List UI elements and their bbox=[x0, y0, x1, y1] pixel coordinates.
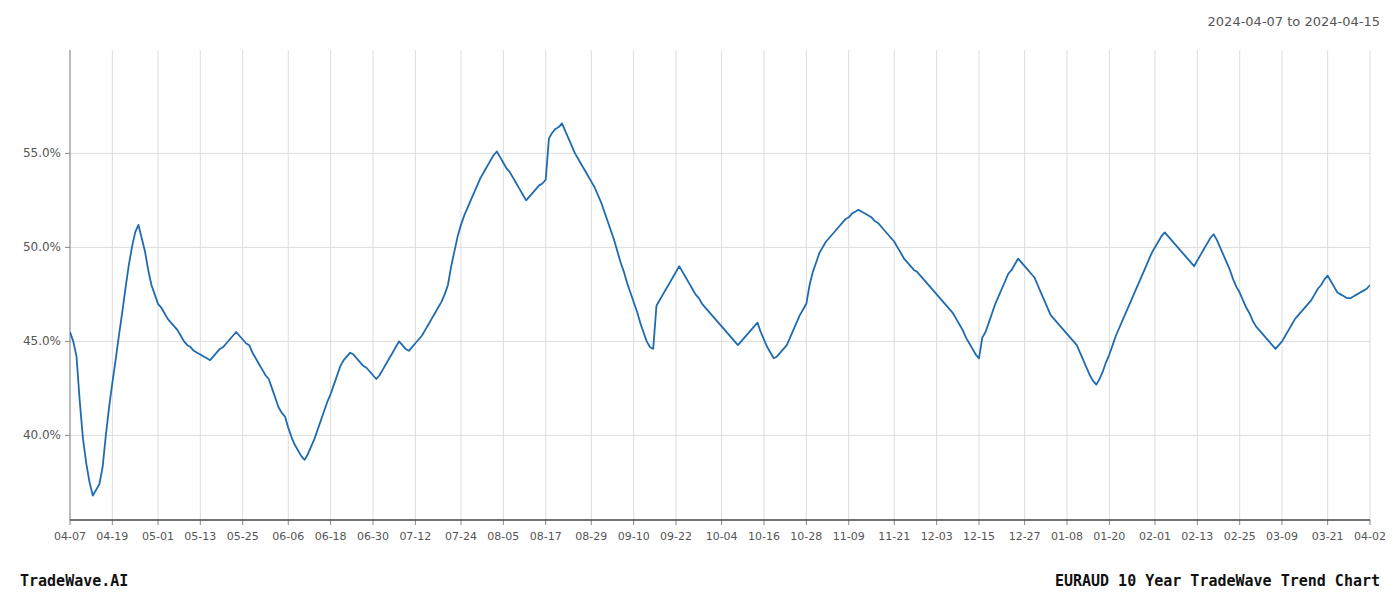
line bbox=[70, 123, 1370, 495]
x-grid-line bbox=[373, 50, 374, 520]
x-axis-line bbox=[70, 519, 1370, 521]
x-grid-line bbox=[633, 50, 634, 520]
x-tick-label: 05-01 bbox=[142, 530, 174, 543]
x-tick-label: 10-16 bbox=[748, 530, 780, 543]
x-tick-label: 04-07 bbox=[54, 530, 86, 543]
x-tick-label: 08-29 bbox=[575, 530, 607, 543]
x-tick-label: 12-03 bbox=[921, 530, 953, 543]
x-grid-line bbox=[503, 50, 504, 520]
y-tick bbox=[65, 435, 70, 436]
y-tick bbox=[65, 153, 70, 154]
y-tick-label: 55.0% bbox=[23, 146, 61, 160]
x-tick-label: 05-13 bbox=[184, 530, 216, 543]
y-tick bbox=[65, 341, 70, 342]
x-grid-line bbox=[288, 50, 289, 520]
x-tick-label: 12-15 bbox=[963, 530, 995, 543]
x-tick-label: 01-20 bbox=[1093, 530, 1125, 543]
x-grid-line bbox=[676, 50, 677, 520]
x-tick-label: 01-08 bbox=[1051, 530, 1083, 543]
y-grid-line bbox=[70, 247, 1370, 248]
x-grid-line bbox=[1109, 50, 1110, 520]
plot-area bbox=[70, 123, 1370, 495]
x-tick-label: 10-04 bbox=[706, 530, 738, 543]
x-tick-label: 05-25 bbox=[227, 530, 259, 543]
title: EURAUD 10 Year TradeWave Trend Chart bbox=[1055, 572, 1380, 590]
x-grid-line bbox=[330, 50, 331, 520]
x-grid-line bbox=[415, 50, 416, 520]
x-grid-line bbox=[1327, 50, 1328, 520]
x-grid-line bbox=[112, 50, 113, 520]
x-tick-label: 12-27 bbox=[1009, 530, 1041, 543]
x-tick-label: 02-01 bbox=[1139, 530, 1171, 543]
grid bbox=[70, 50, 1370, 520]
x-grid-line bbox=[894, 50, 895, 520]
x-grid-line bbox=[70, 50, 71, 520]
x-grid-line bbox=[979, 50, 980, 520]
x-grid-line bbox=[1282, 50, 1283, 520]
x-tick-label: 02-25 bbox=[1224, 530, 1256, 543]
x-grid-line bbox=[1066, 50, 1067, 520]
x-tick-label: 07-24 bbox=[445, 530, 477, 543]
y-grid-line bbox=[70, 153, 1370, 154]
y-grid-line bbox=[70, 341, 1370, 342]
x-grid-line bbox=[721, 50, 722, 520]
x-tick-label: 08-17 bbox=[530, 530, 562, 543]
x-grid-line bbox=[848, 50, 849, 520]
x-grid-line bbox=[763, 50, 764, 520]
x-tick-label: 09-22 bbox=[660, 530, 692, 543]
subtitle: 2024-04-07 to 2024-04-15 bbox=[1208, 14, 1380, 29]
x-grid-line bbox=[806, 50, 807, 520]
x-grid-line bbox=[1024, 50, 1025, 520]
chart: 40.0% 45.0% 50.0% 55.0% 04-07 04-19 05-01 05-13… bbox=[0, 0, 1400, 600]
annotation: TradeWave.AI bbox=[20, 572, 128, 590]
x-tick-label: 11-21 bbox=[878, 530, 910, 543]
x-grid-line bbox=[200, 50, 201, 520]
x-grid-line bbox=[591, 50, 592, 520]
y-grid-line bbox=[70, 435, 1370, 436]
axes: 40.0% 45.0% 50.0% 55.0% 04-07 04-19 05-01 05-13… bbox=[23, 50, 1386, 543]
x-grid-line bbox=[1197, 50, 1198, 520]
x-tick-label: 02-13 bbox=[1181, 530, 1213, 543]
y-tick-label: 50.0% bbox=[23, 240, 61, 254]
y-tick-label: 45.0% bbox=[23, 334, 61, 348]
x-tick-label: 08-05 bbox=[487, 530, 519, 543]
x-tick-label: 04-02 bbox=[1354, 530, 1386, 543]
y-axis-line bbox=[70, 50, 71, 520]
background bbox=[0, 0, 1400, 600]
y-tick-label: 40.0% bbox=[23, 428, 61, 442]
x-grid-line bbox=[157, 50, 158, 520]
x-tick-label: 04-19 bbox=[96, 530, 128, 543]
x-tick-label: 03-21 bbox=[1312, 530, 1344, 543]
x-tick-label: 06-06 bbox=[272, 530, 304, 543]
x-tick-label: 11-09 bbox=[833, 530, 865, 543]
x-tick-label: 03-09 bbox=[1266, 530, 1298, 543]
x-grid-line bbox=[460, 50, 461, 520]
x-grid-line bbox=[1239, 50, 1240, 520]
x-tick-label: 06-18 bbox=[315, 530, 347, 543]
x-tick-label: 10-28 bbox=[790, 530, 822, 543]
x-grid-line bbox=[242, 50, 243, 520]
chart-container: 40.0% 45.0% 50.0% 55.0% 04-07 04-19 05-01 05-13… bbox=[0, 0, 1400, 600]
x-tick-label: 07-12 bbox=[399, 530, 431, 543]
x-tick-label: 09-10 bbox=[618, 530, 650, 543]
x-grid-line bbox=[545, 50, 546, 520]
x-grid-line bbox=[1154, 50, 1155, 520]
x-tick-label: 06-30 bbox=[357, 530, 389, 543]
y-tick bbox=[65, 247, 70, 248]
x-grid-line bbox=[936, 50, 937, 520]
